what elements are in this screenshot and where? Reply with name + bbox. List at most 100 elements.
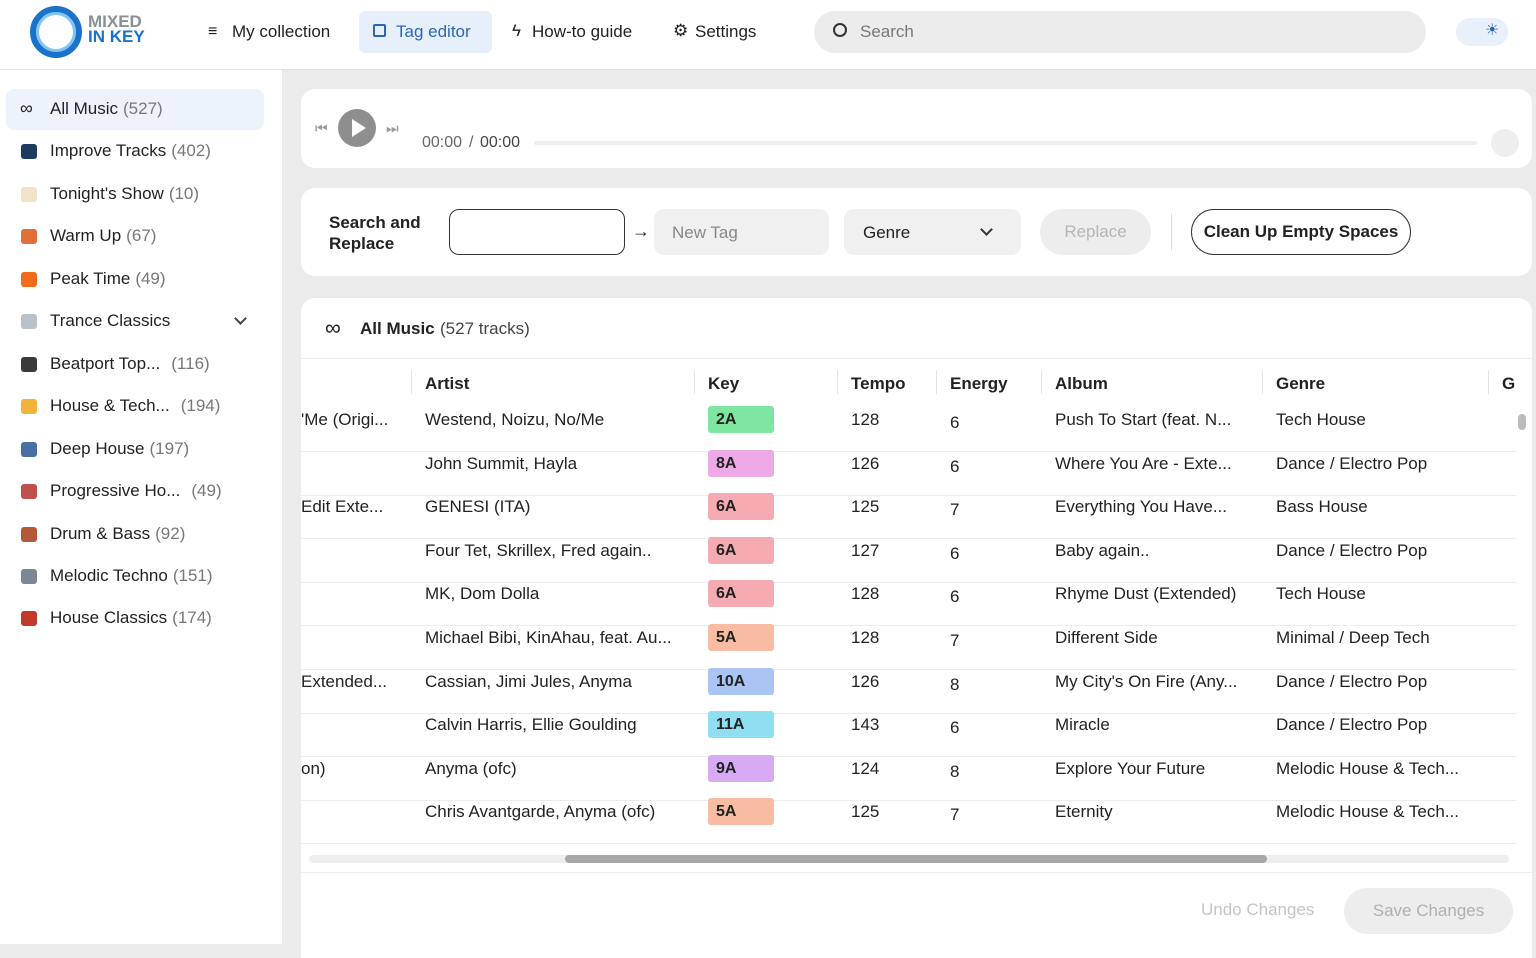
sidebar-item[interactable]: Melodic Techno (151) <box>0 556 282 597</box>
sidebar-item[interactable]: Deep House (197) <box>0 429 282 470</box>
track-title: on) <box>301 758 326 778</box>
track-row[interactable]: Calvin Harris, Ellie Goulding 11A 143 6 Mira… <box>301 711 1516 758</box>
column-divider <box>1488 370 1489 394</box>
player: ⏮ ⏭ 00:00 / 00:00 <box>301 89 1532 168</box>
track-row[interactable]: MK, Dom Dolla 6A 128 6 Rhyme Dust (Extended)… <box>301 580 1516 627</box>
replace-button[interactable] <box>1040 209 1151 255</box>
clean-up-label: Clean Up Empty Spaces <box>1203 222 1399 241</box>
cell-album: Miracle <box>1055 715 1110 735</box>
theme-toggle[interactable] <box>1456 18 1508 46</box>
nav-item[interactable]: How-to guide <box>532 22 633 41</box>
expand-chevron[interactable] <box>234 312 247 326</box>
cell-genre: Melodic House & Tech... <box>1276 802 1459 822</box>
logo-icon <box>30 6 82 58</box>
playlist-name: Deep House <box>50 438 145 458</box>
key-label: 6A <box>716 585 737 603</box>
save-label: Save Changes <box>1372 901 1485 920</box>
undo-button[interactable]: Undo Changes <box>1201 900 1315 919</box>
playlist-name: Beatport Top... <box>50 353 161 373</box>
cell-album: Baby again.. <box>1055 540 1150 560</box>
track-row[interactable]: Four Tet, Skrillex, Fred again.. 6A 127 6 Ba… <box>301 536 1516 583</box>
search-box[interactable] <box>814 11 1426 53</box>
nav-item[interactable]: Settings <box>695 22 757 41</box>
sidebar-item[interactable]: Warm Up (67) <box>0 216 282 257</box>
column-header[interactable]: Key <box>708 374 740 393</box>
table-subtitle: (527 tracks) <box>440 319 530 338</box>
track-row[interactable]: Edit Exte... GENESI (ITA) 6A 125 7 Everything… <box>301 493 1516 540</box>
logo-text: IN KEY <box>88 27 145 46</box>
key-label: 10A <box>716 672 746 690</box>
nav-item[interactable]: My collection <box>232 22 331 41</box>
sidebar-item[interactable]: Beatport Top... (116) <box>0 344 282 385</box>
column-header[interactable]: Genre <box>1276 374 1326 393</box>
cell-artist: John Summit, Hayla <box>425 453 578 473</box>
cell-genre: Tech House <box>1276 410 1366 429</box>
track-row[interactable]: Michael Bibi, KinAhau, feat. Au... 5A 128 7… <box>301 624 1516 670</box>
table-card: ∞ All Music (527 tracks) Undo Changes Sa… <box>301 298 1532 958</box>
new-tag-input[interactable] <box>654 209 829 255</box>
sidebar-item[interactable]: House Classics (174) <box>0 598 282 639</box>
clean-up-button[interactable] <box>1191 209 1411 255</box>
column-header[interactable]: Energy <box>950 374 1008 393</box>
prev-button[interactable]: ⏮ <box>315 120 328 136</box>
key-label: 5A <box>716 803 737 821</box>
cell-genre: Dance / Electro Pop <box>1276 671 1428 691</box>
sidebar-item[interactable]: Trance Classics <box>0 301 282 342</box>
search-input[interactable] <box>449 209 625 255</box>
nav-icon: ϟ <box>512 21 521 40</box>
cell-tempo: 125 <box>851 802 880 822</box>
column-header[interactable]: Album <box>1055 374 1108 393</box>
sidebar-item[interactable]: Peak Time (49) <box>0 259 282 300</box>
progress-bar[interactable] <box>534 141 1477 145</box>
cell-energy: 8 <box>950 761 960 781</box>
cell-energy: 6 <box>950 543 960 563</box>
replace-label: Replace <box>1064 222 1127 241</box>
sidebar-item[interactable]: Tonight's Show (10) <box>0 174 282 215</box>
playlist-count: (116) <box>171 353 210 373</box>
playlist-icon <box>21 144 37 160</box>
playlist-name: Tonight's Show <box>50 183 164 203</box>
volume-button[interactable] <box>1491 129 1519 157</box>
playlist-name: House & Tech... <box>50 396 170 416</box>
table-title: All Music <box>360 319 435 338</box>
sidebar-item[interactable]: ∞ All Music (527) <box>0 89 282 130</box>
key-badge: 8A <box>708 449 774 477</box>
cell-album: Rhyme Dust (Extended) <box>1055 584 1237 604</box>
cell-album: Push To Start (feat. N... <box>1055 410 1232 429</box>
key-badge: 10A <box>708 667 774 695</box>
v-scroll-thumb[interactable] <box>1518 414 1526 430</box>
column-divider <box>1262 370 1263 394</box>
sidebar-item[interactable]: Progressive Ho... (49) <box>0 471 282 512</box>
save-button[interactable] <box>1344 888 1513 934</box>
key-badge: 2A <box>708 406 774 433</box>
sidebar-item[interactable]: Drum & Bass (92) <box>0 514 282 555</box>
header: MIXED IN KEY My collection Tag editor Ho… <box>0 0 1536 70</box>
column-header[interactable]: Tempo <box>851 374 906 393</box>
cell-energy: 7 <box>950 805 960 825</box>
h-scroll-thumb[interactable] <box>565 855 1267 863</box>
playlist-count: (49) <box>191 481 222 501</box>
key-label: 2A <box>716 411 737 428</box>
key-badge: 5A <box>708 798 774 826</box>
cell-album: Explore Your Future <box>1055 758 1206 778</box>
column-header[interactable]: Artist <box>425 374 470 393</box>
track-row[interactable]: Extended... Cassian, Jimi Jules, Anyma 10A… <box>301 667 1516 714</box>
key-badge: 11A <box>708 711 774 739</box>
field-select[interactable] <box>844 209 1021 255</box>
track-row[interactable]: Chris Avantgarde, Anyma (ofc) 5A 125 7 Etern… <box>301 798 1516 845</box>
sidebar-item[interactable]: Improve Tracks (402) <box>0 131 282 172</box>
nav-item[interactable]: Tag editor <box>396 22 471 41</box>
playlist-count: (194) <box>180 396 221 416</box>
infinity-icon: ∞ <box>20 98 33 118</box>
cell-artist: Anyma (ofc) <box>425 758 517 778</box>
track-row[interactable]: on) Anyma (ofc) 9A 124 8 Explore Your Future M… <box>301 754 1516 801</box>
cell-tempo: 128 <box>851 410 880 429</box>
track-row[interactable]: 'Me (Origi... Westend, Noizu, No/Me 2A 128 6… <box>301 406 1516 452</box>
track-row[interactable]: John Summit, Hayla 8A 126 6 Where You Are - … <box>301 449 1516 496</box>
infinity-icon: ∞ <box>325 315 341 340</box>
sidebar-item[interactable]: House & Tech... (194) <box>0 386 282 427</box>
next-button[interactable]: ⏭ <box>386 120 399 136</box>
column-header[interactable]: G <box>1502 374 1516 393</box>
column-divider <box>1041 370 1042 394</box>
